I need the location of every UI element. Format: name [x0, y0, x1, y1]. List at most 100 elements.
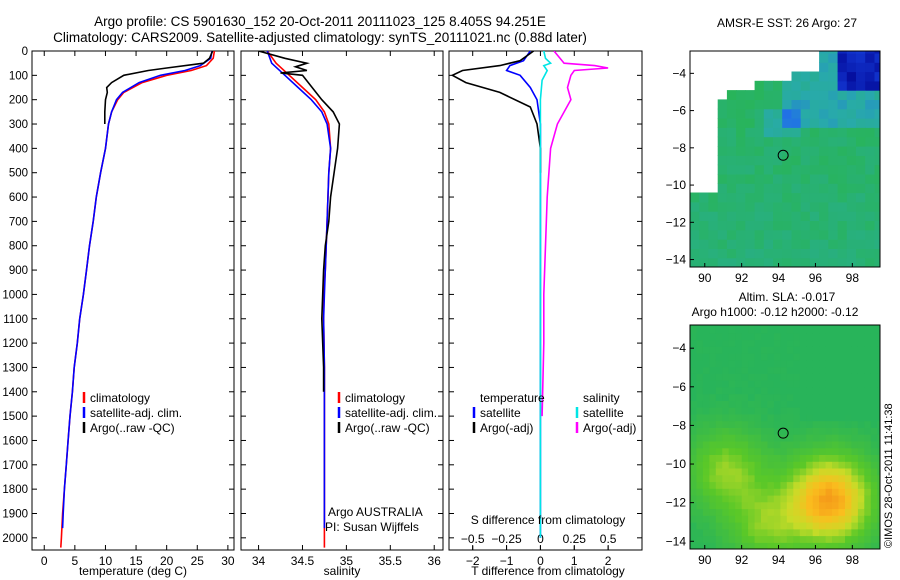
map-cell — [809, 136, 820, 147]
series-line-climatology — [60, 51, 216, 548]
map-cell — [786, 332, 794, 341]
map-cell — [722, 326, 730, 334]
map-cell — [828, 155, 839, 166]
map-cell — [709, 501, 717, 510]
map-cell — [812, 454, 820, 462]
map-cell — [773, 108, 783, 119]
map-cell — [870, 488, 878, 496]
map-cell — [812, 522, 820, 530]
map-cell — [856, 248, 866, 259]
map-cell — [799, 420, 807, 428]
map-cell — [728, 440, 736, 449]
map-cell — [722, 481, 730, 489]
map-cell — [828, 136, 839, 147]
sla_map-xtick-label: 94 — [772, 553, 786, 567]
series-line-argo-raw-qc- — [104, 51, 214, 124]
diff-legend-t-argo: Argo(-adj) — [480, 421, 533, 435]
map-cell — [736, 220, 746, 231]
map-cell — [799, 400, 807, 408]
map-cell — [722, 508, 730, 516]
map-cell — [809, 183, 820, 194]
map-cell — [793, 380, 801, 388]
map-cell — [702, 413, 710, 422]
map-cell — [702, 542, 710, 549]
map-cell — [877, 434, 880, 442]
map-cell — [825, 434, 833, 442]
map-cell — [690, 447, 698, 455]
sst_map-ytick-label: −10 — [666, 178, 687, 192]
map-cell — [780, 373, 788, 381]
map-cell — [857, 434, 865, 442]
map-cell — [761, 454, 769, 462]
map-cell — [825, 407, 833, 415]
map-cell — [763, 127, 774, 138]
map-cell — [819, 535, 827, 543]
map-cell — [722, 522, 730, 530]
map-cell — [763, 220, 774, 231]
map-cell — [773, 542, 781, 549]
series-line-argo-raw-qc- — [258, 51, 341, 392]
map-cell — [800, 71, 811, 82]
map-cell — [856, 183, 866, 194]
map-cell — [793, 393, 801, 401]
sst_map-xtick-label: 90 — [698, 271, 712, 285]
map-cell — [690, 494, 698, 503]
map-cell — [845, 346, 853, 354]
map-cell — [825, 346, 833, 354]
map-cell — [800, 239, 811, 249]
map-cell — [845, 393, 853, 401]
map-cell — [857, 467, 865, 476]
map-cell — [856, 80, 866, 91]
map-cell — [709, 454, 717, 462]
map-cell — [856, 211, 866, 221]
map-cell — [709, 467, 717, 476]
map-cell — [865, 62, 875, 73]
map-cell — [690, 454, 698, 462]
map-cell — [870, 515, 878, 523]
map-cell — [767, 528, 775, 537]
map-cell — [864, 332, 872, 341]
map-cell — [690, 522, 698, 530]
map-cell — [722, 461, 730, 469]
map-cell — [773, 454, 781, 462]
map-cell — [702, 440, 710, 449]
map-cell — [793, 528, 801, 537]
map-cell — [736, 146, 746, 156]
map-cell — [786, 427, 794, 435]
map-cell — [806, 420, 814, 428]
map-cell — [767, 454, 775, 462]
map-cell — [799, 474, 807, 483]
temp-legend-argo: Argo(..raw -QC) — [90, 421, 175, 435]
temperature-axes-box — [31, 50, 235, 551]
sla-map-title-line1: Altim. SLA: -0.017 — [739, 290, 836, 304]
map-cell — [767, 332, 775, 341]
map-cell — [800, 99, 811, 110]
map-cell — [851, 454, 859, 462]
sal-legend-climatology: climatology — [345, 391, 405, 405]
map-cell — [877, 326, 880, 334]
map-cell — [786, 528, 794, 537]
map-cell — [800, 220, 811, 231]
map-cell — [754, 373, 762, 381]
map-cell — [736, 229, 746, 240]
map-cell — [786, 346, 794, 354]
map-cell — [877, 325, 880, 327]
map-cell — [736, 211, 746, 221]
map-cell — [773, 211, 783, 221]
diff-legend-t-satellite: satellite — [480, 406, 521, 420]
map-cell — [741, 413, 749, 422]
map-cell — [851, 325, 859, 327]
map-cell — [837, 136, 848, 147]
map-cell — [791, 192, 802, 203]
map-cell — [832, 346, 840, 354]
map-cell — [846, 90, 857, 100]
map-cell — [864, 366, 872, 374]
map-cell — [773, 494, 781, 503]
map-cell — [793, 339, 801, 347]
map-cell — [865, 108, 875, 119]
map-cell — [754, 146, 765, 156]
map-cell — [748, 467, 756, 476]
depth-tick-label: 300 — [9, 119, 28, 131]
map-cell — [748, 339, 756, 347]
